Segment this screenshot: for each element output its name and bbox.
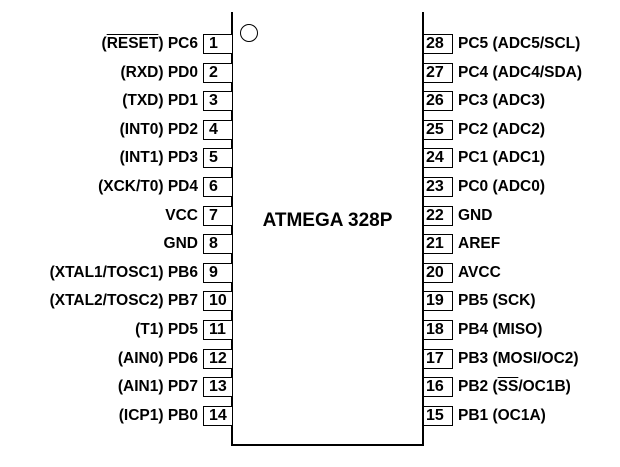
pin-label-pre: PC1 (ADC1) [458,149,545,167]
pin1-marker-circle [240,24,258,42]
pin-label-pre: (XTAL1/TOSC1) PB6 [49,263,198,281]
pin-label-pre: GND [163,235,198,253]
pin-number-box: 8 [203,234,232,255]
pin-label-pre: AREF [458,235,501,253]
pin-number-box: 23 [424,177,453,197]
pin-label-pre: (INT1) PD3 [119,149,198,167]
pin-label: PB5 (SCK) [458,291,536,311]
pin-label-pre: (INT0) PD2 [119,120,198,138]
pin-number-box: 11 [203,320,232,340]
chip-body [231,12,424,446]
pin-number-box: 17 [424,348,453,369]
pin-label-pre: PB3 (MOSI/OC2) [458,349,579,367]
pin-label-pre: AVCC [458,263,501,281]
pin-label: VCC [165,206,198,226]
pin-label-pre: (T1) PD5 [135,321,198,338]
pin-label: PB1 (OC1A) [458,406,546,426]
pin-number-box: 15 [424,405,453,426]
pin-number-box: 19 [424,291,453,312]
pin-label: PC1 (ADC1) [458,148,545,168]
pin-number-box: 24 [424,148,453,169]
pin-label-post: ) PC6 [158,35,198,52]
pin-label: (T1) PD5 [135,320,198,340]
pin-number-box: 14 [203,405,232,426]
pin-label-overlined: RESET [106,35,159,52]
pin-number-box: 12 [203,348,232,369]
pin-number-box: 9 [203,262,232,283]
pin-label-pre: PB5 (SCK) [458,292,536,310]
pin-label-pre: GND [458,206,493,224]
pin-label-pre: PC2 (ADC2) [458,120,545,138]
pin-label-pre: PC5 (ADC5/SCL) [458,35,581,52]
pin-label: (INT0) PD2 [120,120,198,140]
pin-label-overlined: SS [497,378,519,396]
pin-label: PB4 (MISO) [458,320,542,340]
pin-label: PC4 (ADC4/SDA) [458,63,582,83]
pin-label: (XTAL2/TOSC2) PB7 [50,291,198,311]
pin-number-box: 27 [424,62,453,83]
pin-label-pre: VCC [165,206,198,224]
pin-label: AVCC [458,263,501,283]
pin-label: AREF [458,234,500,254]
pin-number-box: 7 [203,205,232,226]
pin-number-box: 21 [424,234,453,255]
pin-label-pre: (RXD) PD0 [120,63,198,81]
pin-label-pre: ( [101,35,107,52]
pin-label: PC2 (ADC2) [458,120,545,140]
pin-number-box: 20 [424,262,453,283]
pin-label: GND [458,206,492,226]
pin-label: (RXD) PD0 [120,63,198,83]
pin-label: PB2 (SS/OC1B) [458,377,571,397]
pin-number-box: 22 [424,205,453,226]
pin-label: PC5 (ADC5/SCL) [458,34,580,54]
pin-label: PC0 (ADC0) [458,177,545,197]
pin-label-pre: PB1 (OC1A) [458,406,546,424]
pin-label-pre: (XCK/T0) PD4 [98,178,198,195]
pin-label: PB3 (MOSI/OC2) [458,349,579,369]
pin-label: (AIN1) PD7 [118,377,198,397]
pin-label: (ICP1) PB0 [119,406,198,426]
pin-label-pre: PB2 ( [458,378,498,396]
pin-label: (XTAL1/TOSC1) PB6 [50,263,198,283]
pin-number-box: 5 [203,148,232,169]
pin-number-box: 18 [424,320,453,340]
pin-label: (TXD) PD1 [122,91,198,111]
pin-number-box: 10 [203,291,232,312]
pin-label-pre: (AIN1) PD7 [117,378,198,396]
pin-label: (RESET) PC6 [102,34,198,54]
pin-label-pre: (XTAL2/TOSC2) PB7 [49,292,198,310]
pin-number-box: 28 [424,34,453,54]
pin-label-pre: PC4 (ADC4/SDA) [458,63,583,81]
pin-label: GND [164,234,198,254]
pin-label-post: /OC1B) [518,378,571,396]
pin-number-box: 2 [203,62,232,83]
pin-number-box: 4 [203,119,232,140]
pin-label-pre: (AIN0) PD6 [117,349,198,367]
pin-number-box: 25 [424,119,453,140]
pin-number-box: 16 [424,377,453,398]
pin-label-pre: PB4 (MISO) [458,321,543,338]
pin-number-box: 26 [424,91,453,112]
pin-label: (AIN0) PD6 [118,349,198,369]
pin-number-box: 1 [203,34,232,54]
pin-label-pre: PC0 (ADC0) [458,178,545,195]
chip-name: ATMEGA 328P [262,210,393,231]
pin-number-box: 3 [203,91,232,112]
pin-label-pre: (ICP1) PB0 [118,406,198,424]
pin-label: (XCK/T0) PD4 [98,177,198,197]
pin-number-box: 6 [203,177,232,197]
pin-label-pre: (TXD) PD1 [122,92,198,110]
pin-label: PC3 (ADC3) [458,91,545,111]
pin-label-pre: PC3 (ADC3) [458,92,545,110]
pin-number-box: 13 [203,377,232,398]
pin-label: (INT1) PD3 [120,148,198,168]
